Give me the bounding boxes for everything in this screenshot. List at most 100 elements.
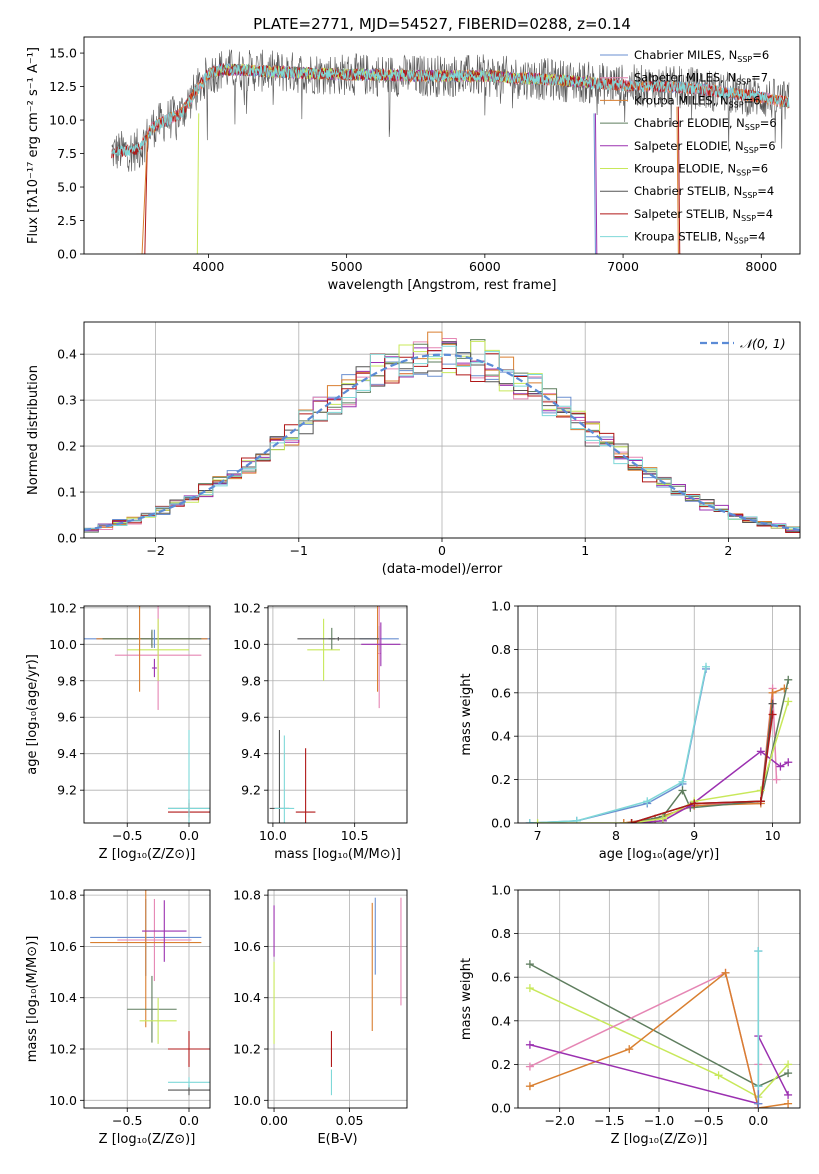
weight-marker bbox=[756, 786, 765, 795]
weight-marker bbox=[721, 968, 730, 977]
errorbar-point bbox=[297, 637, 380, 641]
legend-label-base: Chabrier STELIB, N bbox=[634, 184, 742, 198]
y-tick-label: 0.8 bbox=[491, 642, 511, 657]
legend-label-sub: SSP bbox=[742, 191, 757, 200]
axes-frame bbox=[267, 605, 408, 824]
y-tick-label: 0.0 bbox=[491, 816, 511, 831]
y-axis-label: age [log₁₀(age/yr)] bbox=[25, 654, 40, 775]
plot-area-mass-vs-Z bbox=[90, 890, 210, 1096]
axes-frame bbox=[83, 36, 801, 255]
y-tick-label: 10.2 bbox=[49, 600, 77, 615]
weight-marker bbox=[702, 662, 710, 671]
errorbar-point bbox=[168, 1031, 210, 1067]
axes-overlay-mass-vs-Z: −0.5 0.0 10.0 10.2 10.4 10.6 10.8 Z [log₁₀(Z/Z⊙… bbox=[25, 888, 211, 1147]
legend-label-base: Salpeter MILES, N bbox=[634, 71, 736, 85]
legend-label: 𝒩(0, 1) bbox=[740, 336, 786, 351]
weight-marker bbox=[525, 984, 534, 993]
histogram-series bbox=[84, 350, 800, 533]
weight-marker bbox=[643, 797, 652, 806]
y-tick-label: 0.8 bbox=[491, 926, 511, 941]
weight-marker bbox=[768, 699, 777, 708]
y-tick-label: 0.0 bbox=[57, 247, 77, 262]
x-tick-label: −0.5 bbox=[112, 828, 142, 843]
errorbar-point bbox=[142, 900, 187, 962]
spectrum-edge bbox=[195, 113, 200, 254]
x-tick-label: 7 bbox=[534, 828, 542, 843]
y-tick-label: 10.6 bbox=[49, 939, 77, 954]
legend-label-tail: =7 bbox=[751, 71, 768, 85]
axes-mass-vs-EBV: 0.00 0.05 10.0 10.2 10.4 10.6 10.8 E(B-V) bbox=[233, 888, 408, 1147]
errorbar-point bbox=[168, 730, 210, 823]
weight-marker bbox=[784, 1069, 793, 1078]
plot-area-spectrum bbox=[111, 49, 790, 254]
y-tick-label: 10.2 bbox=[49, 1042, 77, 1057]
x-tick-label: 10.5 bbox=[341, 828, 369, 843]
legend-label-tail: =6 bbox=[752, 48, 769, 62]
x-axis-label: wavelength [Angstrom, rest frame] bbox=[328, 278, 557, 293]
weight-marker bbox=[784, 675, 793, 684]
legend-label: Chabrier ELODIE, NSSP=6 bbox=[634, 116, 777, 132]
x-tick-label: 0.05 bbox=[336, 1113, 364, 1128]
y-tick-label: 0.4 bbox=[491, 729, 511, 744]
y-tick-label: 0.3 bbox=[57, 393, 77, 408]
x-tick-label: 4000 bbox=[192, 259, 224, 274]
legend-label-base: Chabrier ELODIE, N bbox=[634, 116, 745, 130]
plot-area-mass-weight-vs-age bbox=[525, 662, 793, 823]
weight-marker bbox=[525, 1062, 534, 1071]
y-tick-label: 0.2 bbox=[57, 439, 77, 454]
weight-marker bbox=[678, 786, 687, 795]
legend-label-sub: SSP bbox=[741, 214, 756, 223]
weight-line bbox=[529, 666, 707, 823]
legend-label-sub: SSP bbox=[736, 169, 751, 178]
axes-overlay-residuals: −2 −1 0 1 2 0.0 0.1 0.2 0.3 0.4 (data-model)/error… bbox=[26, 321, 801, 577]
y-axis-label: mass weight bbox=[459, 673, 474, 755]
y-tick-label: 0.2 bbox=[491, 772, 511, 787]
errorbar-point bbox=[139, 997, 177, 1044]
legend-label: Kroupa ELODIE, NSSP=6 bbox=[634, 162, 768, 178]
legend-label-tail: =6 bbox=[751, 162, 768, 176]
x-tick-label: 8 bbox=[612, 828, 620, 843]
plot-area-mass-vs-EBV bbox=[273, 897, 402, 1096]
y-tick-label: 10.0 bbox=[49, 1093, 77, 1108]
errorbar-point bbox=[274, 735, 295, 823]
y-tick-label: 0.6 bbox=[491, 685, 511, 700]
y-tick-label: 10.0 bbox=[49, 637, 77, 652]
x-tick-label: −2.0 bbox=[545, 1113, 575, 1128]
y-tick-label: 5.0 bbox=[57, 180, 77, 195]
x-tick-label: 5000 bbox=[331, 259, 363, 274]
legend-label-base: Kroupa STELIB, N bbox=[634, 230, 734, 244]
y-axis-label: mass [log₁₀(M/M⊙)] bbox=[25, 936, 40, 1063]
histogram-series bbox=[84, 345, 800, 530]
weight-line bbox=[631, 714, 774, 823]
weight-marker bbox=[784, 1099, 793, 1108]
weight-line bbox=[537, 701, 789, 823]
y-tick-label: 9.6 bbox=[57, 710, 77, 725]
y-tick-label: 0.1 bbox=[57, 485, 77, 500]
legend-label-sub: SSP bbox=[745, 123, 760, 132]
errorbar-point bbox=[138, 606, 141, 692]
weight-marker bbox=[756, 747, 765, 756]
errorbar-point bbox=[127, 618, 189, 681]
x-tick-label: −1.0 bbox=[644, 1113, 674, 1128]
weight-marker bbox=[525, 960, 534, 969]
y-axis-label: mass weight bbox=[459, 958, 474, 1040]
errorbar-point bbox=[117, 898, 192, 982]
legend-label-base: Kroupa ELODIE, N bbox=[634, 162, 736, 176]
axes-frame bbox=[267, 889, 408, 1109]
legend-label-tail: =4 bbox=[757, 184, 774, 198]
y-tick-label: 10.8 bbox=[233, 888, 261, 903]
plot-area-age-vs-mass bbox=[269, 606, 401, 823]
legend-label-base: Kroupa MILES, N bbox=[634, 93, 729, 107]
x-tick-label: 10.0 bbox=[259, 828, 287, 843]
weight-marker bbox=[756, 797, 765, 806]
weight-line bbox=[631, 750, 789, 823]
legend-label-sub: SSP bbox=[744, 146, 759, 155]
x-axis-label: age [log₁₀(age/yr)] bbox=[599, 847, 720, 862]
y-tick-label: 1.0 bbox=[491, 883, 511, 898]
gaussian-curve bbox=[84, 353, 800, 532]
x-tick-label: −1 bbox=[290, 543, 308, 558]
axes-overlay-spectrum: 4000 5000 6000 7000 8000 0.0 2.5 5.0 7.5 10.0 12.5… bbox=[26, 36, 801, 293]
x-tick-label: 7000 bbox=[607, 259, 639, 274]
weight-marker bbox=[525, 1082, 534, 1091]
